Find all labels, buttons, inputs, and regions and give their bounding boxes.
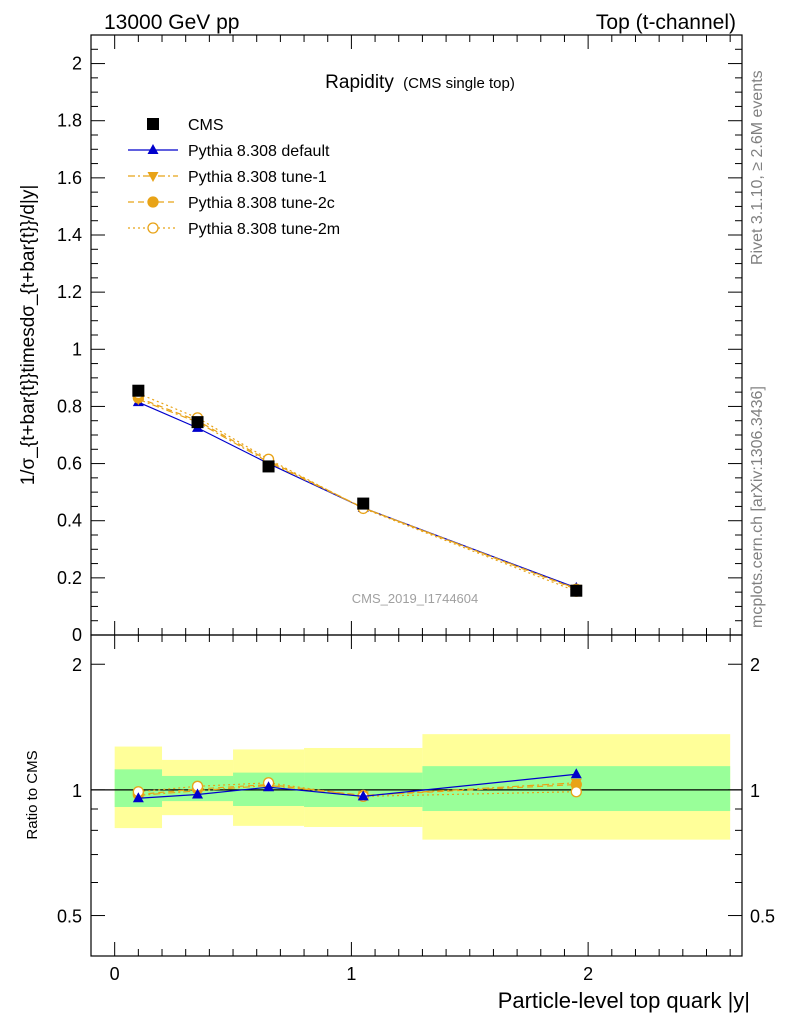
- series-cms: [132, 384, 583, 597]
- legend-label-tune2c: Pythia 8.308 tune-2c: [188, 195, 335, 212]
- legend-label-tune1: Pythia 8.308 tune-1: [188, 169, 327, 186]
- legend: CMS Pythia 8.308 default Pythia 8.308 tune…: [128, 117, 340, 238]
- series-line-tune2c: [138, 397, 577, 590]
- plot-title-sub: (CMS single top): [403, 75, 515, 92]
- ratio-point-default-1: [192, 788, 204, 799]
- ratio-y-tick-label: 2: [72, 655, 82, 675]
- main-plot-panel: 0 0.2 0.4 0.6 0.8 1 1.2 1.4 1.6 1.8 2 Rapidity (CM…: [18, 34, 743, 645]
- analysis-watermark: CMS_2019_I1744604: [352, 591, 479, 606]
- point-cms-4: [570, 584, 583, 597]
- ratio-series-default: [132, 768, 582, 803]
- x-tick-label: 2: [583, 964, 593, 984]
- main-y-tick-label: 0.8: [57, 396, 82, 416]
- point-cms-1: [191, 416, 204, 429]
- ratio-y-tick-label-right: 2: [750, 655, 760, 675]
- x-tick-label: 0: [110, 964, 120, 984]
- plot-title: Rapidity (CMS single top): [325, 72, 515, 93]
- plot-title-main: Rapidity: [325, 72, 394, 93]
- point-cms-0: [132, 384, 145, 397]
- header-right: Top (t-channel): [596, 11, 736, 34]
- series-line-default: [138, 401, 577, 589]
- rivet-version-text: Rivet 3.1.10, ≥ 2.6M events: [749, 70, 766, 265]
- main-plot-marks: [132, 384, 583, 597]
- main-y-tick-label: 1: [72, 339, 82, 359]
- ratio-point-default-2: [263, 781, 275, 792]
- ratio-y-tick-label: 1: [72, 781, 82, 801]
- point-cms-2: [262, 460, 275, 473]
- legend-marker-default: [147, 144, 159, 154]
- mcplots-credit-text: mcplots.cern.ch [arXiv:1306.3436]: [749, 386, 766, 628]
- ratio-point-default-0: [132, 792, 144, 803]
- ratio-point-default-4: [570, 768, 582, 779]
- ratio-axis-ticks: 0.5 0.5 1 1 2 2 0 1 2: [57, 635, 775, 984]
- ratio-y-tick-label-right: 0.5: [750, 907, 775, 927]
- main-y-tick-label: 0.2: [57, 568, 82, 588]
- legend-item-tune2m: Pythia 8.308 tune-2m: [128, 221, 340, 238]
- legend-label-tune2m: Pythia 8.308 tune-2m: [188, 221, 340, 238]
- legend-item-default: Pythia 8.308 default: [128, 143, 330, 160]
- header-left: 13000 GeV pp: [104, 11, 239, 34]
- legend-marker-tune2m: [147, 222, 159, 234]
- ratio-y-axis-label: Ratio to CMS: [24, 750, 41, 839]
- legend-item-cms: CMS: [147, 117, 224, 134]
- main-y-tick-label: 1.4: [57, 225, 82, 245]
- main-y-tick-label: 0.4: [57, 511, 82, 531]
- legend-item-tune1: Pythia 8.308 tune-1: [128, 169, 327, 186]
- point-cms-3: [357, 497, 370, 510]
- main-y-tick-label: 1.2: [57, 282, 82, 302]
- x-tick-label: 1: [346, 964, 356, 984]
- legend-label-default: Pythia 8.308 default: [188, 143, 330, 160]
- legend-label-cms: CMS: [188, 117, 224, 134]
- ratio-plot-frame: [90, 634, 743, 957]
- legend-marker-tune1: [147, 172, 159, 182]
- legend-marker-cms: [147, 118, 159, 130]
- ratio-point-default-3: [357, 790, 369, 801]
- main-axis-ticks: 0 0.2 0.4 0.6 0.8 1 1.2 1.4 1.6 1.8 2: [57, 34, 742, 645]
- ratio-plot-panel: 0.5 0.5 1 1 2 2 0 1 2 Ratio to CMS Particle-leve…: [24, 634, 775, 1013]
- ratio-y-tick-label: 0.5: [57, 907, 82, 927]
- series-line-tune2m: [138, 393, 577, 592]
- x-axis-label: Particle-level top quark |y|: [498, 988, 750, 1013]
- main-y-tick-label: 1.6: [57, 168, 82, 188]
- ratio-plot-marks: [91, 734, 742, 840]
- main-y-tick-label: 2: [72, 54, 82, 74]
- series-line-tune1: [138, 398, 577, 590]
- legend-item-tune2c: Pythia 8.308 tune-2c: [128, 195, 335, 212]
- legend-marker-tune2c: [147, 196, 159, 208]
- main-y-tick-label: 1.8: [57, 111, 82, 131]
- main-y-tick-label: 0.6: [57, 454, 82, 474]
- main-y-axis-label: 1/σ_{t+bar{t}}timesdσ_{t+bar{t}}/d|y|: [18, 185, 39, 486]
- main-y-tick-label: 0: [72, 625, 82, 645]
- ratio-point-tune2m-4: [570, 786, 582, 798]
- ratio-y-tick-label-right: 1: [750, 781, 760, 801]
